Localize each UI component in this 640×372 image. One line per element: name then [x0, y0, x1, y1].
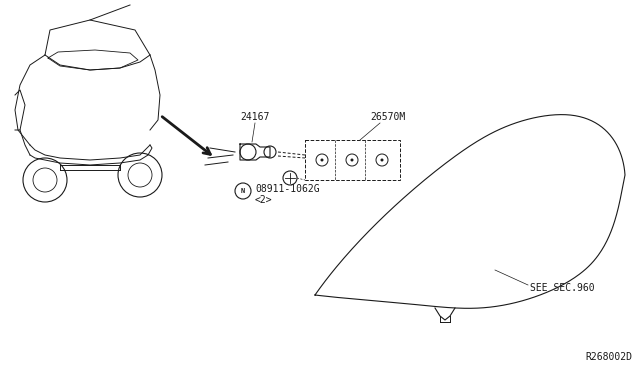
Text: <2>: <2>: [255, 195, 273, 205]
Text: 08911-1062G: 08911-1062G: [255, 184, 319, 194]
Text: N: N: [241, 188, 245, 194]
Text: R268002D: R268002D: [585, 352, 632, 362]
Circle shape: [381, 158, 383, 161]
Text: SEE SEC.960: SEE SEC.960: [530, 283, 595, 293]
Text: 24167: 24167: [240, 112, 269, 122]
Circle shape: [321, 158, 323, 161]
Text: 26570M: 26570M: [370, 112, 405, 122]
Bar: [305, 140, 400, 180]
Circle shape: [351, 158, 353, 161]
